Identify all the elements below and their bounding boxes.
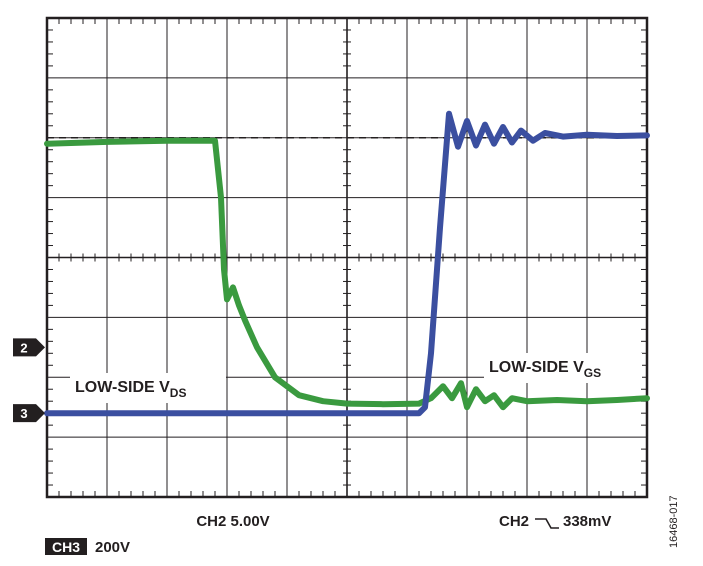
ch2-scale-label: CH2 5.00V — [196, 513, 269, 530]
figure-id-text: 16468-017 — [668, 495, 680, 548]
channel-marker-shape — [13, 338, 45, 357]
channel-markers: 23 — [13, 338, 45, 423]
figure-id: 16468-017 — [668, 495, 680, 548]
trigger-level-label: 338mV — [563, 513, 611, 530]
falling-edge-trigger-icon — [535, 518, 559, 529]
trace-vds — [44, 137, 650, 411]
trace-vgs — [44, 110, 650, 417]
channel-marker-label: 3 — [20, 406, 27, 421]
ch3-badge — [45, 538, 87, 555]
channel-marker-label: 2 — [20, 340, 27, 355]
series-label-vgs: LOW-SIDE VGS — [489, 359, 601, 380]
channel-marker-2: 2 — [13, 338, 45, 357]
trigger-channel-label: CH2 — [499, 513, 529, 530]
series-label-vds: LOW-SIDE VDS — [75, 379, 186, 400]
ch3-badge-label: CH3 — [52, 539, 80, 555]
channel-marker-3: 3 — [13, 404, 45, 423]
plot-frame — [45, 16, 649, 499]
traces — [44, 110, 650, 417]
vgs-label-background — [484, 353, 642, 383]
vds-label-background — [70, 373, 226, 403]
ch3-scale-label: 200V — [95, 539, 130, 556]
channel-marker-shape — [13, 404, 45, 423]
